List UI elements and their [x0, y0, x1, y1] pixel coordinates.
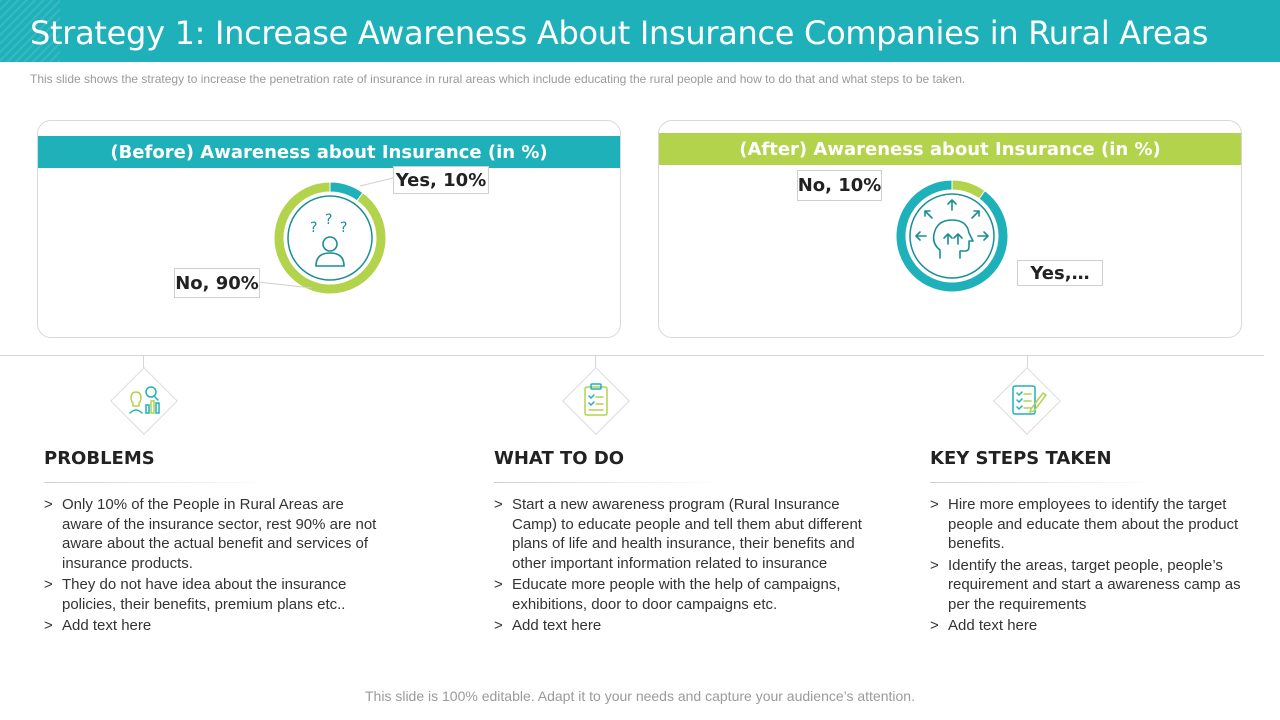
section-divider	[0, 355, 1264, 356]
donut-slice-yes	[895, 179, 1009, 293]
after-yes-label: Yes,…	[1017, 260, 1103, 286]
problems-icon-badge	[108, 365, 180, 437]
problems-list: > Only 10% of the People in Rural Areas a…	[44, 495, 384, 638]
svg-text:?: ?	[325, 212, 332, 228]
before-no-label: No, 90%	[174, 268, 260, 298]
list-item: > Identify the areas, target people, peop…	[930, 556, 1241, 613]
after-no-label: No, 10%	[797, 170, 882, 201]
clipboard-checklist-icon	[584, 383, 608, 416]
bullet-marker: >	[930, 617, 939, 634]
list-item: > Start a new awareness program (Rural In…	[494, 496, 862, 572]
bullet-marker: >	[494, 576, 503, 593]
page-subtitle: This slide shows the strategy to increas…	[30, 72, 966, 86]
bullet-marker: >	[930, 556, 939, 574]
divider-tick	[1027, 356, 1028, 368]
bullet-marker: >	[494, 617, 503, 634]
list-item: > Add text here	[44, 617, 152, 634]
before-donut-chart: ? ? ?	[273, 181, 387, 295]
list-item: > Add text here	[930, 617, 1038, 634]
key-steps-heading: KEY STEPS TAKEN	[930, 448, 1112, 469]
bulb-chart-icon	[129, 386, 160, 414]
bullet-marker: >	[930, 496, 939, 513]
problems-heading: PROBLEMS	[44, 448, 155, 469]
key-steps-icon-badge	[991, 365, 1063, 437]
before-yes-label: Yes, 10%	[393, 166, 489, 194]
divider-tick	[143, 356, 144, 368]
what-to-do-list: > Start a new awareness program (Rural In…	[494, 495, 884, 638]
divider-tick	[595, 356, 596, 368]
before-donut-center	[287, 195, 373, 281]
before-chart-title: (Before) Awareness about Insurance (in %…	[38, 136, 620, 168]
key-steps-list: > Hire more employees to identify the tar…	[930, 495, 1255, 638]
problems-heading-rule	[44, 482, 274, 483]
donut-slice-no	[273, 181, 387, 295]
page-title: Strategy 1: Increase Awareness About Ins…	[30, 14, 1209, 52]
title-bar: Strategy 1: Increase Awareness About Ins…	[0, 0, 1280, 62]
after-donut-center	[909, 193, 995, 279]
after-donut-chart	[895, 179, 1009, 293]
growth-mindset-icon	[915, 199, 989, 259]
title-bar-pattern	[0, 0, 60, 62]
list-item: > Only 10% of the People in Rural Areas a…	[44, 496, 377, 572]
checklist-pen-icon	[1012, 385, 1048, 415]
confused-person-icon: ? ? ?	[310, 212, 347, 267]
list-item: > Hire more employees to identify the tar…	[930, 496, 1239, 552]
list-item: > They do not have idea about the insuran…	[44, 576, 347, 613]
bullet-marker: >	[44, 496, 53, 513]
bullet-marker: >	[44, 617, 53, 634]
list-item: > Educate more people with the help of ca…	[494, 576, 841, 613]
what-to-do-heading-rule	[494, 482, 724, 483]
bullet-marker: >	[44, 576, 53, 593]
key-steps-heading-rule	[930, 482, 1160, 483]
what-to-do-heading: WHAT TO DO	[494, 448, 625, 469]
svg-text:?: ?	[310, 220, 317, 236]
after-chart-title: (After) Awareness about Insurance (in %)	[659, 133, 1241, 165]
bullet-marker: >	[494, 496, 503, 513]
list-item: > Add text here	[494, 617, 602, 634]
what-to-do-icon-badge	[560, 365, 632, 437]
footer-note: This slide is 100% editable. Adapt it to…	[365, 688, 915, 704]
svg-text:?: ?	[340, 220, 347, 236]
